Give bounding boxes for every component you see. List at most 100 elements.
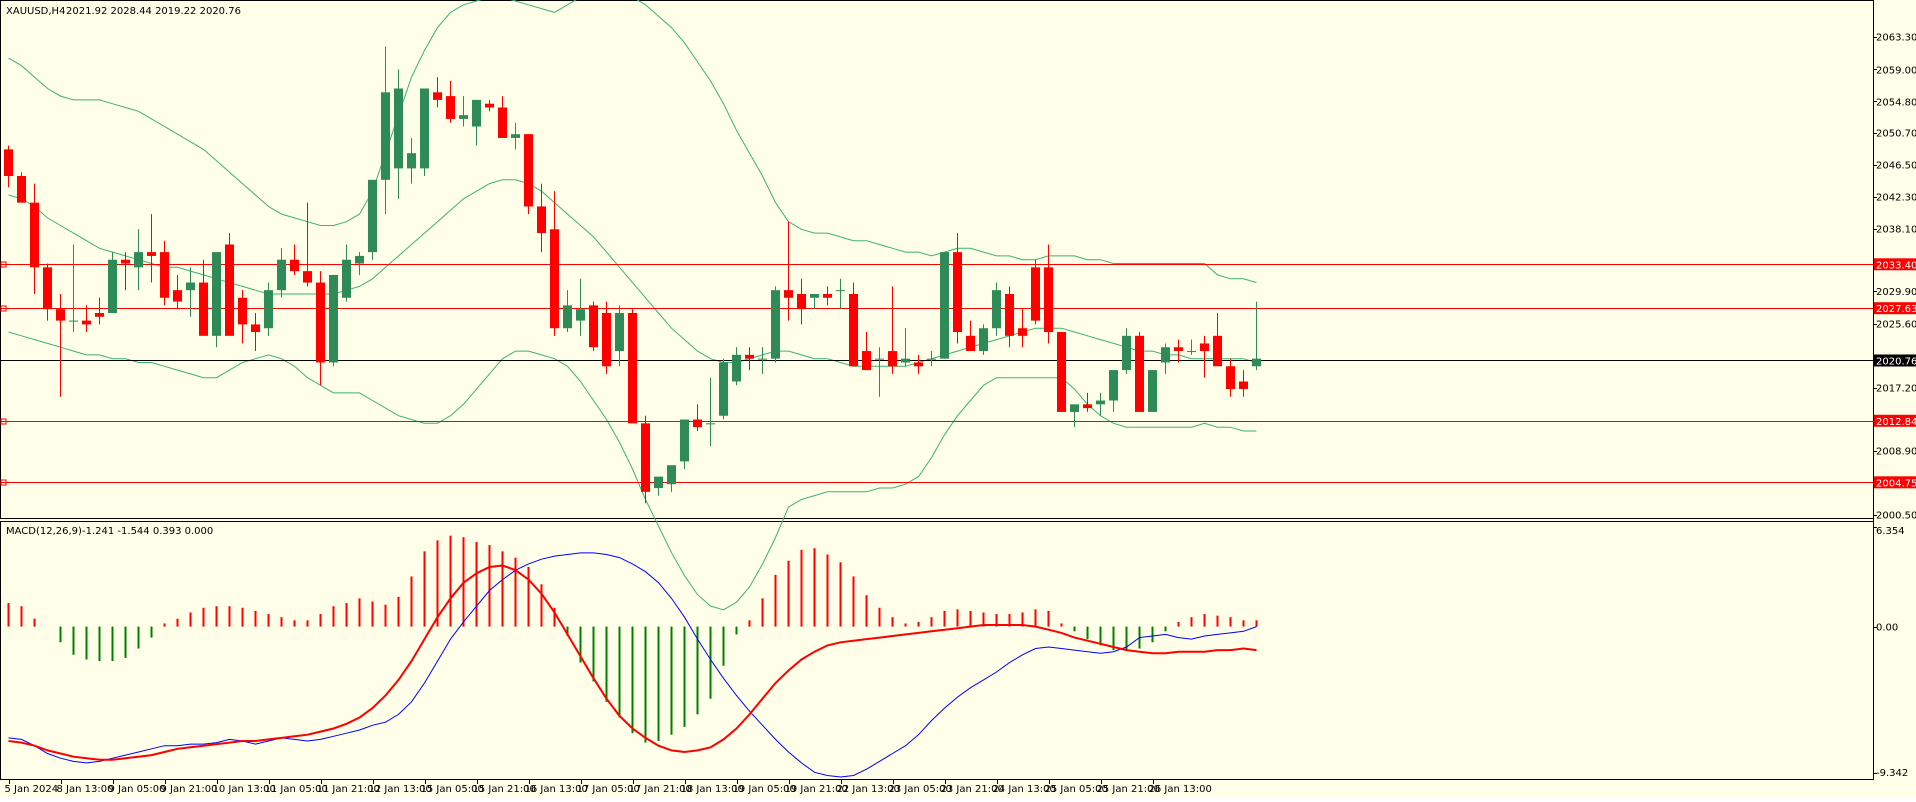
candle (264, 282, 273, 336)
current-price-tag (1874, 354, 1916, 367)
time-tick-label: 18 Jan 13:00 (681, 784, 744, 795)
level-price-tag (1874, 258, 1916, 271)
candle-body (1083, 404, 1092, 409)
macd-panel-frame (0, 521, 1874, 780)
candle-body (1226, 366, 1235, 390)
candle-body (173, 290, 182, 302)
candle (56, 293, 65, 397)
price-tick-label: 2063.30 (1876, 33, 1916, 44)
price-tick-label: 2059.00 (1876, 65, 1916, 76)
candle (901, 328, 910, 367)
candle (1213, 312, 1222, 367)
candle-body (654, 476, 663, 489)
candle-body (329, 274, 338, 363)
candle (589, 301, 598, 352)
candle-body (1148, 370, 1157, 412)
candle-body (160, 252, 169, 298)
candle-body (95, 312, 104, 317)
candle (134, 229, 143, 291)
candle (420, 88, 429, 177)
candle-body (4, 149, 13, 177)
candle-body (1096, 400, 1105, 405)
candle-body (472, 99, 481, 127)
candle-body (381, 92, 390, 180)
candle (875, 347, 884, 397)
candle (836, 278, 845, 310)
candle-body (121, 259, 130, 264)
candle-body (615, 312, 624, 352)
candle (82, 305, 91, 333)
candle-body (1213, 335, 1222, 367)
candle (1161, 343, 1170, 374)
candle (602, 301, 611, 374)
candle (459, 96, 468, 127)
candle (927, 351, 936, 367)
candle-body (186, 282, 195, 291)
level-anchor[interactable] (0, 261, 7, 268)
candle (368, 179, 377, 260)
candle (329, 274, 338, 367)
candle-body (576, 309, 585, 321)
candle-body (680, 419, 689, 462)
candle (758, 347, 767, 374)
macd-tick-label: -9.342 (1876, 768, 1908, 779)
candle-body (264, 290, 273, 329)
time-tick-label: 15 Jan 05:00 (421, 784, 484, 795)
time-tick-label: 11 Jan 21:00 (317, 784, 380, 795)
level-anchor[interactable] (0, 418, 7, 425)
candle (979, 324, 988, 355)
candle (550, 191, 559, 336)
candle (394, 69, 403, 199)
candle (563, 290, 572, 333)
candle-body (836, 290, 845, 292)
candle (511, 122, 520, 150)
macd-values: -1.241 -1.544 0.393 0.000 (82, 526, 213, 537)
candle-body (459, 115, 468, 119)
candle-body (225, 244, 234, 336)
candle-body (446, 96, 455, 119)
candle-body (1239, 381, 1248, 390)
price-tick-label: 2042.30 (1876, 193, 1916, 204)
candle-body (433, 92, 442, 100)
candle-body (485, 103, 494, 108)
candle-body (108, 259, 117, 313)
candle (498, 96, 507, 138)
price-tick-label: 2025.60 (1876, 320, 1916, 331)
candle-body (810, 293, 819, 298)
time-tick-label: 24 Jan 13:00 (993, 784, 1056, 795)
time-tick-label: 19 Jan 05:00 (733, 784, 796, 795)
level-anchor[interactable] (0, 479, 7, 486)
time-tick-label: 19 Jan 21:00 (785, 784, 848, 795)
candle-body (992, 290, 1001, 329)
time-tick-label: 10 Jan 13:00 (213, 784, 276, 795)
level-anchor[interactable] (0, 305, 7, 312)
candle-body (82, 320, 91, 325)
candle (823, 286, 832, 306)
ohlc-values: 2021.92 2028.44 2019.22 2020.76 (66, 6, 241, 17)
candle-body (758, 358, 767, 360)
candle (524, 134, 533, 215)
candle-body (1122, 335, 1131, 371)
candle-body (511, 134, 520, 138)
candle (1031, 259, 1040, 325)
horizontal-levels[interactable] (0, 261, 1873, 486)
candle (277, 248, 286, 298)
candle-body (797, 293, 806, 310)
macd-indicator: 6.354 0.00 -9.342 (7, 526, 1908, 779)
candle-body (914, 362, 923, 367)
time-tick-label: 5 Jan 2024 (5, 784, 59, 795)
candle (628, 309, 637, 424)
time-tick-label: 9 Jan 21:00 (161, 784, 218, 795)
candle-body (693, 419, 702, 428)
candle-body (602, 312, 611, 367)
candle (1044, 244, 1053, 344)
candle-body (1031, 267, 1040, 321)
candle (238, 290, 247, 344)
candle-body (1174, 347, 1183, 352)
candle-body (563, 305, 572, 329)
candle-body (524, 134, 533, 207)
candle-body (355, 255, 364, 264)
